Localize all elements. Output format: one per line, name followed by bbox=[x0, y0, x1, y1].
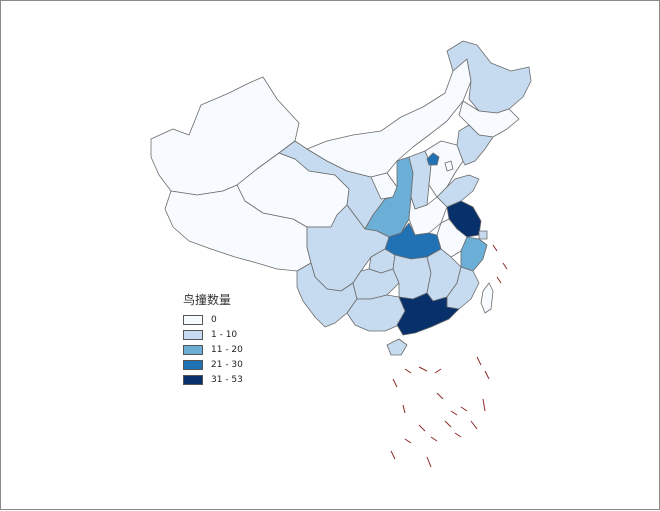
legend-swatch bbox=[183, 314, 203, 325]
legend-row: 1 - 10 bbox=[183, 327, 243, 342]
legend-label: 0 bbox=[211, 314, 217, 325]
legend-swatch bbox=[183, 344, 203, 355]
legend-label: 31 - 53 bbox=[211, 374, 243, 385]
region-shanghai bbox=[478, 230, 488, 240]
region-henan bbox=[408, 196, 448, 236]
legend-row: 11 - 20 bbox=[183, 342, 243, 357]
legend-label: 11 - 20 bbox=[211, 344, 243, 355]
south-china-sea-islands bbox=[390, 244, 508, 468]
region-liaoning bbox=[456, 124, 494, 166]
legend-title: 鸟撞数量 bbox=[183, 293, 232, 307]
map-legend: 鸟撞数量 0 1 - 10 11 - 20 21 - 30 31 - 53 bbox=[183, 291, 243, 387]
region-beijing bbox=[426, 152, 440, 166]
region-tianjin bbox=[444, 160, 454, 172]
legend-row: 21 - 30 bbox=[183, 357, 243, 372]
region-guangdong bbox=[396, 292, 460, 336]
region-heilongjiang bbox=[446, 40, 532, 114]
region-hainan bbox=[386, 338, 408, 356]
legend-label: 21 - 30 bbox=[211, 359, 243, 370]
legend-label: 1 - 10 bbox=[211, 329, 238, 340]
region-guizhou bbox=[352, 268, 400, 300]
legend-row: 31 - 53 bbox=[183, 372, 243, 387]
region-taiwan bbox=[480, 282, 494, 314]
region-hunan bbox=[392, 254, 432, 300]
legend-row: 0 bbox=[183, 312, 243, 327]
legend-swatch bbox=[183, 374, 203, 385]
region-jilin bbox=[458, 100, 520, 138]
region-zhejiang bbox=[460, 236, 488, 272]
legend-swatch bbox=[183, 359, 203, 370]
region-guangxi bbox=[346, 294, 406, 332]
region-shaanxi bbox=[364, 156, 414, 238]
legend-swatch bbox=[183, 329, 203, 340]
